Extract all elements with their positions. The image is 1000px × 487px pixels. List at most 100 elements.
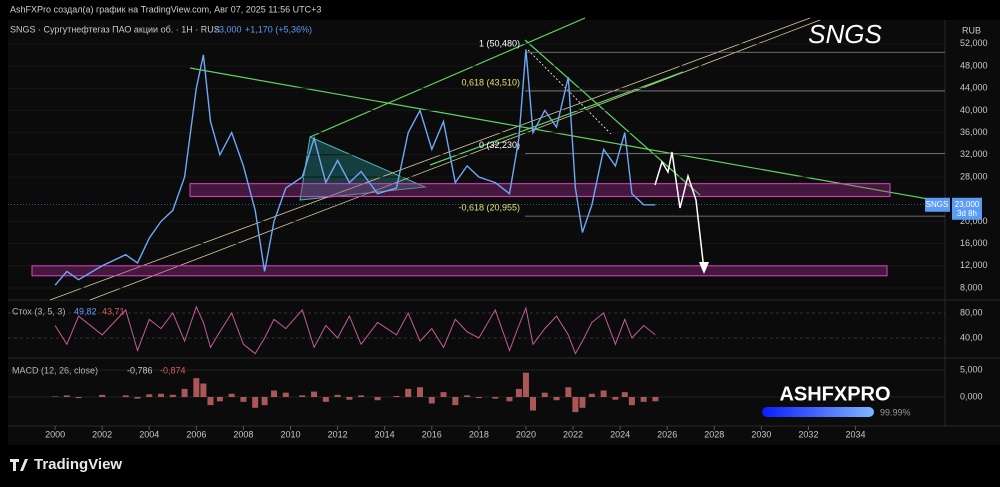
- x-tick-label: 2020: [516, 429, 536, 439]
- y-tick-label: 8,000: [960, 282, 983, 292]
- trend-line: [429, 71, 684, 166]
- x-tick-label: 2010: [280, 429, 300, 439]
- macd-bar: [63, 395, 70, 397]
- macd-tick-label: 0,000: [960, 391, 983, 401]
- trend-line: [309, 17, 586, 138]
- x-tick-label: 2032: [798, 429, 818, 439]
- projection-arrowhead: [699, 262, 709, 274]
- price-change: +1,170 (+5,36%): [245, 24, 312, 34]
- price-tag-box: [952, 197, 982, 220]
- channel-line: [49, 17, 811, 301]
- projection-path: [654, 151, 705, 271]
- macd-bar: [299, 395, 306, 397]
- macd-bar: [282, 392, 289, 397]
- macd-bar: [75, 396, 82, 399]
- macd-bar: [565, 387, 572, 397]
- brand-icon: [10, 459, 28, 471]
- y-tick-label: 20,000: [960, 216, 988, 226]
- macd-bar: [492, 396, 499, 399]
- channel-line: [89, 19, 821, 301]
- x-tick-label: 2030: [751, 429, 771, 439]
- stoch-tick-label: 80,00: [960, 307, 983, 317]
- macd-bar: [530, 396, 537, 411]
- price-tag-name: SNGS: [926, 200, 949, 209]
- macd-bar: [193, 378, 200, 397]
- x-tick-label: 2034: [846, 429, 866, 439]
- x-tick-label: 2008: [233, 429, 253, 439]
- watermark: SNGS: [808, 19, 882, 49]
- chart-title: SNGS · Сургутнефтегаз ПАО акции об. · 1Н…: [10, 24, 220, 34]
- macd-bar: [207, 396, 214, 406]
- macd-bar: [311, 391, 318, 397]
- stoch-tick-label: 40,00: [960, 332, 983, 342]
- macd-title: MACD (12, 26, close): [12, 365, 98, 375]
- macd-bar: [588, 393, 595, 397]
- macd-bar: [475, 396, 482, 399]
- currency: RUB: [962, 25, 981, 35]
- macd-tick-label: 5,000: [960, 364, 983, 374]
- macd-bar: [346, 396, 353, 400]
- x-tick-label: 2028: [704, 429, 724, 439]
- macd-bar: [240, 396, 247, 402]
- x-tick-label: 2026: [657, 429, 677, 439]
- x-tick-label: 2012: [328, 429, 348, 439]
- macd-bar: [252, 396, 259, 408]
- macd-bar: [181, 388, 188, 397]
- y-tick-label: 32,000: [960, 149, 988, 159]
- x-tick-label: 2002: [92, 429, 112, 439]
- macd-bar: [440, 392, 447, 397]
- logo-text: ASHFXPRO: [779, 383, 890, 405]
- macd-bar: [464, 395, 471, 397]
- brand: TradingView: [34, 456, 122, 473]
- stoch-k: 49,82: [74, 306, 97, 316]
- macd-bar: [416, 387, 423, 397]
- macd-bar: [261, 396, 268, 406]
- macd-bar: [334, 394, 341, 397]
- macd-bar: [216, 396, 223, 402]
- last-price: 23,000: [214, 24, 242, 34]
- macd-bar: [522, 372, 529, 397]
- x-tick-label: 2024: [610, 429, 630, 439]
- header: AshFXPro создал(а) график на TradingView…: [10, 4, 321, 14]
- fib-label: 0,618 (43,510): [461, 77, 520, 87]
- logo-bar: [762, 407, 874, 417]
- x-tick-label: 2000: [45, 429, 65, 439]
- macd-bar: [405, 388, 412, 397]
- macd-bar: [612, 396, 619, 400]
- x-tick-label: 2018: [469, 429, 489, 439]
- y-tick-label: 36,000: [960, 127, 988, 137]
- macd-bar: [134, 396, 141, 399]
- y-tick-label: 40,000: [960, 105, 988, 115]
- trend-line: [189, 67, 946, 203]
- support-zone: [189, 183, 891, 197]
- macd-bar: [358, 395, 365, 397]
- y-tick-label: 12,000: [960, 260, 988, 270]
- fib-label: 0 (32,230): [479, 140, 520, 150]
- macd-bar: [393, 395, 400, 397]
- stoch-d: 43,71: [102, 306, 125, 316]
- macd-value: -0,786: [127, 365, 153, 375]
- macd-bar: [428, 396, 435, 404]
- macd-bar: [271, 390, 278, 397]
- x-tick-label: 2022: [563, 429, 583, 439]
- fib-label: -0,618 (20,955): [458, 202, 520, 212]
- y-tick-label: 16,000: [960, 238, 988, 248]
- macd-bar: [579, 396, 586, 408]
- price-tag: [925, 197, 950, 212]
- macd-bar: [146, 394, 153, 397]
- fib-label: 1 (50,480): [479, 39, 520, 49]
- macd-bar: [600, 390, 607, 397]
- countdown: 3d 8h: [957, 209, 977, 218]
- macd-bar: [621, 392, 628, 397]
- macd-bar: [99, 394, 106, 397]
- macd-bar: [506, 396, 513, 402]
- macd-bar: [628, 396, 635, 406]
- macd-bar: [169, 394, 176, 397]
- support-zone: [31, 265, 888, 277]
- macd-bar: [322, 396, 329, 402]
- macd-bar: [228, 393, 235, 397]
- macd-bar: [122, 395, 129, 397]
- x-tick-label: 2016: [422, 429, 442, 439]
- y-tick-label: 44,000: [960, 83, 988, 93]
